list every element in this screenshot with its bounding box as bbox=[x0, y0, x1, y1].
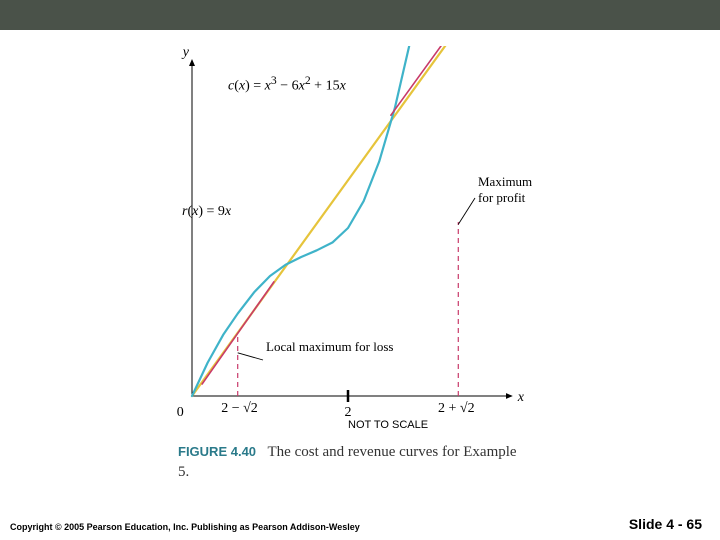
svg-text:Maximum: Maximum bbox=[478, 174, 532, 189]
svg-text:Local maximum for loss: Local maximum for loss bbox=[266, 339, 393, 354]
copyright-footer: Copyright © 2005 Pearson Education, Inc.… bbox=[10, 522, 360, 532]
svg-text:y: y bbox=[181, 46, 190, 60]
slide-number: Slide 4 - 65 bbox=[629, 516, 702, 532]
svg-text:x: x bbox=[517, 390, 525, 405]
svg-text:NOT TO SCALE: NOT TO SCALE bbox=[348, 419, 428, 431]
figure-caption: FIGURE 4.40 The cost and revenue curves … bbox=[178, 442, 518, 483]
figure-number: FIGURE 4.40 bbox=[178, 444, 256, 459]
svg-text:for profit: for profit bbox=[478, 190, 526, 205]
header-band bbox=[0, 0, 720, 30]
figure-area: yx02 − √222 + √2c(x) = x3 − 6x2 + 15xr(x… bbox=[170, 46, 570, 466]
chart-svg: yx02 − √222 + √2c(x) = x3 − 6x2 + 15xr(x… bbox=[170, 46, 570, 466]
svg-text:0: 0 bbox=[177, 405, 184, 420]
svg-text:2: 2 bbox=[345, 405, 352, 420]
